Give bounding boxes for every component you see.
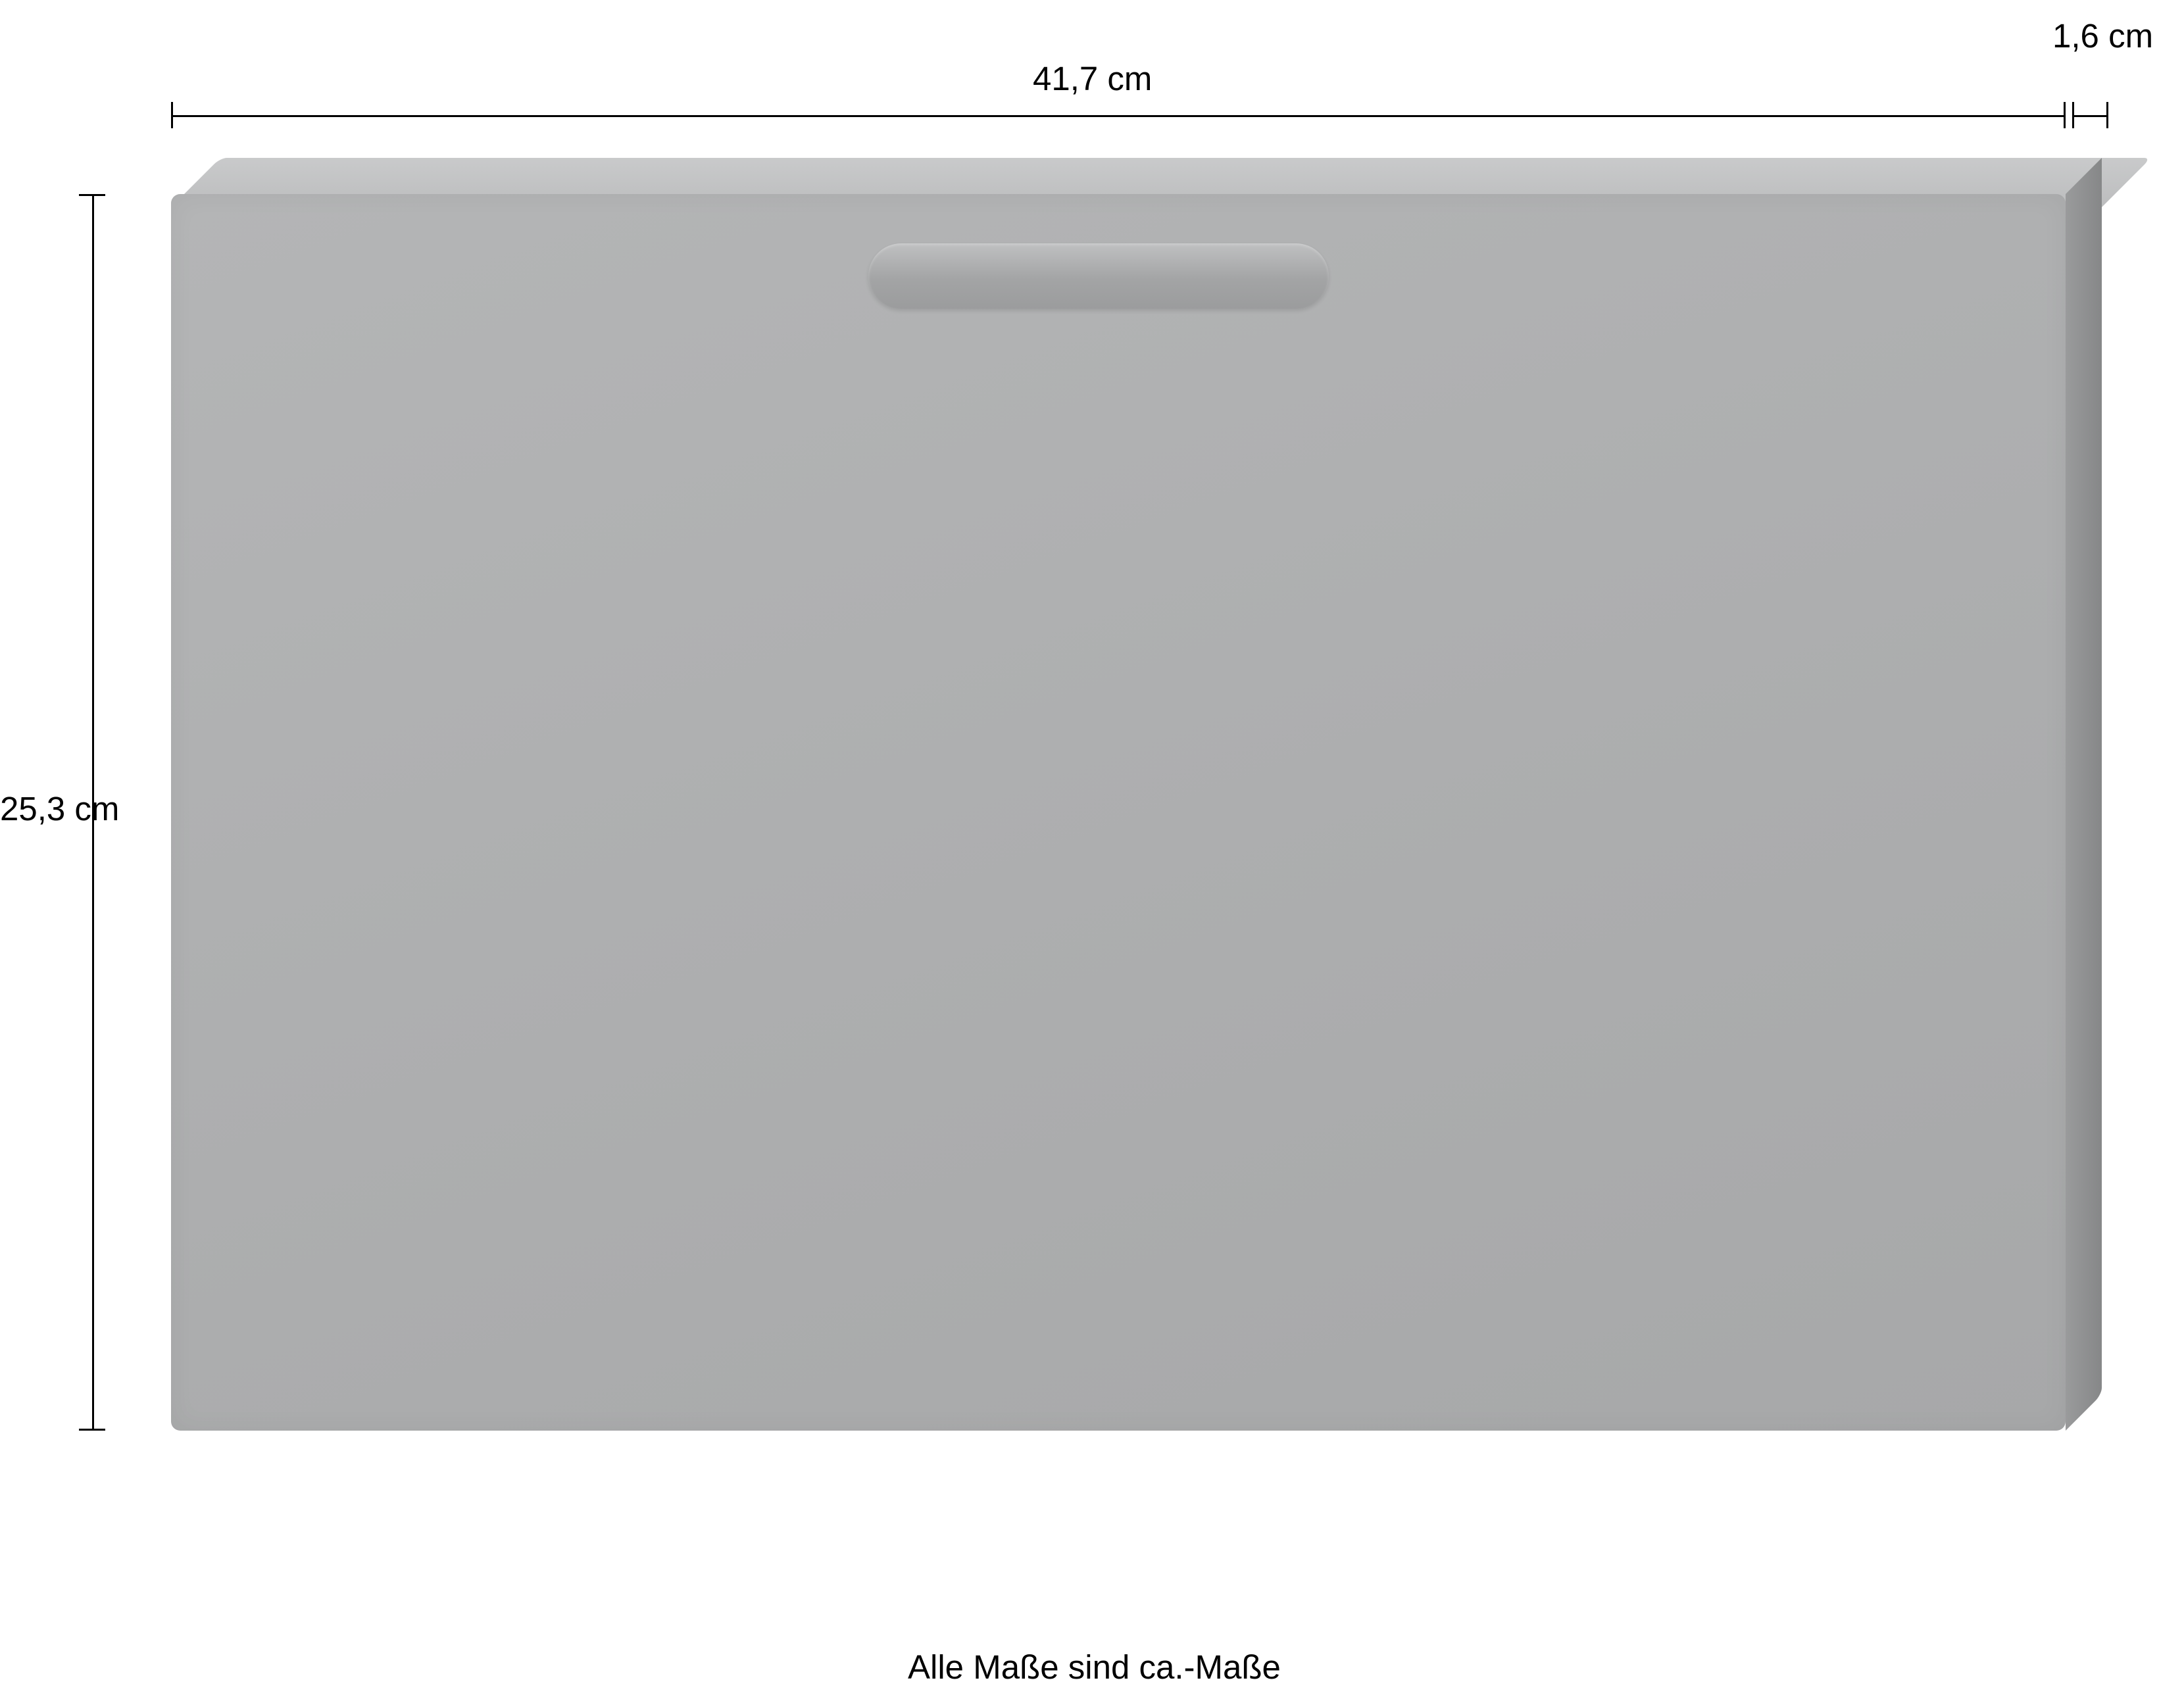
dim-width-tick-right [2064,102,2066,128]
dim-width-label: 41,7 cm [1033,59,1152,98]
panel-handle [868,243,1329,309]
dim-depth-tick-left [2072,102,2074,128]
panel-right-face [2066,158,2102,1431]
dim-depth-tick-right [2106,102,2108,128]
dim-width-line [171,115,2066,117]
dim-depth-label: 1,6 cm [2052,16,2153,55]
dim-height-tick-bottom [79,1429,105,1431]
panel-front-face [171,194,2066,1431]
dim-width-tick-left [171,102,173,128]
dim-height-label: 25,3 cm [0,789,86,828]
dim-height-tick-top [79,194,105,196]
footer-note: Alle Maße sind ca.-Maße [908,1648,1281,1687]
dim-depth-line [2072,115,2108,117]
